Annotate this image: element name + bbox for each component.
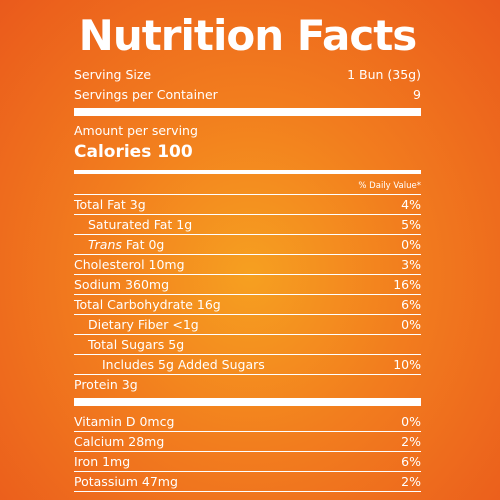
servings-per-container-row: Servings per Container 9	[74, 84, 421, 104]
nutrient-dv: 0%	[401, 237, 421, 252]
nutrient-name: Sodium 360mg	[74, 277, 170, 292]
nutrient-row-added-sugars: Includes 5g Added Sugars 10%	[74, 355, 421, 375]
trans-italic-word: Trans	[88, 237, 122, 252]
vitamin-row-iron: Iron 1mg 6%	[74, 452, 421, 472]
nutrition-facts-panel: Nutrition Facts Serving Size 1 Bun (35g)…	[74, 0, 421, 492]
serving-size-value: 1 Bun (35g)	[347, 66, 421, 82]
thin-divider	[74, 194, 421, 195]
nutrient-name: Total Sugars 5g	[88, 337, 185, 352]
nutrient-row-cholesterol: Cholesterol 10mg 3%	[74, 255, 421, 275]
nutrient-name: Includes 5g Added Sugars	[102, 357, 265, 372]
nutrient-dv: 6%	[401, 297, 421, 312]
vitamin-row-potassium: Potassium 47mg 2%	[74, 472, 421, 492]
vitamin-dv: 6%	[401, 454, 421, 469]
servings-value: 9	[413, 86, 421, 102]
vitamin-row-calcium: Calcium 28mg 2%	[74, 432, 421, 452]
vitamin-dv: 2%	[401, 434, 421, 449]
nutrient-name: Total Carbohydrate 16g	[74, 297, 221, 312]
servings-label: Servings per Container	[74, 86, 218, 102]
nutrient-dv: 10%	[393, 357, 421, 372]
vitamin-name: Vitamin D 0mcg	[74, 414, 175, 429]
nutrient-row-total-sugars: Total Sugars 5g	[74, 335, 421, 355]
daily-value-header: % Daily Value*	[358, 181, 421, 191]
thick-divider	[74, 108, 421, 116]
vitamin-name: Calcium 28mg	[74, 434, 165, 449]
nutrient-dv: 16%	[393, 277, 421, 292]
trans-fat-rest: Fat 0g	[121, 237, 165, 252]
vitamin-name: Potassium 47mg	[74, 474, 178, 489]
serving-size-row: Serving Size 1 Bun (35g)	[74, 64, 421, 84]
thick-divider-vitamins	[74, 398, 421, 406]
vitamin-dv: 2%	[401, 474, 421, 489]
nutrient-name: Trans Fat 0g	[74, 235, 164, 254]
vitamin-row-vitamin-d: Vitamin D 0mcg 0%	[74, 412, 421, 432]
nutrient-name: Saturated Fat 1g	[88, 217, 193, 232]
nutrient-row-total-carbohydrate: Total Carbohydrate 16g 6%	[74, 295, 421, 315]
nutrient-dv: 5%	[401, 217, 421, 232]
nutrient-name: Protein 3g	[74, 377, 138, 392]
nutrient-row-trans-fat: Trans Fat 0g 0%	[74, 235, 421, 255]
nutrient-dv: 4%	[401, 197, 421, 212]
nutrient-row-sodium: Sodium 360mg 16%	[74, 275, 421, 295]
nutrient-row-dietary-fiber: Dietary Fiber <1g 0%	[74, 315, 421, 335]
nutrient-dv: 3%	[401, 257, 421, 272]
nutrient-dv: 0%	[401, 317, 421, 332]
nutrient-name: Dietary Fiber <1g	[88, 317, 199, 332]
vitamin-dv: 0%	[401, 414, 421, 429]
calories-label: Calories 100	[74, 142, 193, 162]
nutrient-row-saturated-fat: Saturated Fat 1g 5%	[74, 215, 421, 235]
medium-divider	[74, 170, 421, 174]
nutrient-row-total-fat: Total Fat 3g 4%	[74, 195, 421, 215]
amount-per-serving-label: Amount per serving	[74, 123, 198, 138]
nutrient-row-protein: Protein 3g	[74, 375, 421, 394]
nutrient-name: Total Fat 3g	[74, 197, 146, 212]
nutrient-name: Cholesterol 10mg	[74, 257, 185, 272]
serving-size-label: Serving Size	[74, 66, 152, 82]
vitamin-name: Iron 1mg	[74, 454, 131, 469]
panel-title: Nutrition Facts	[78, 11, 418, 60]
